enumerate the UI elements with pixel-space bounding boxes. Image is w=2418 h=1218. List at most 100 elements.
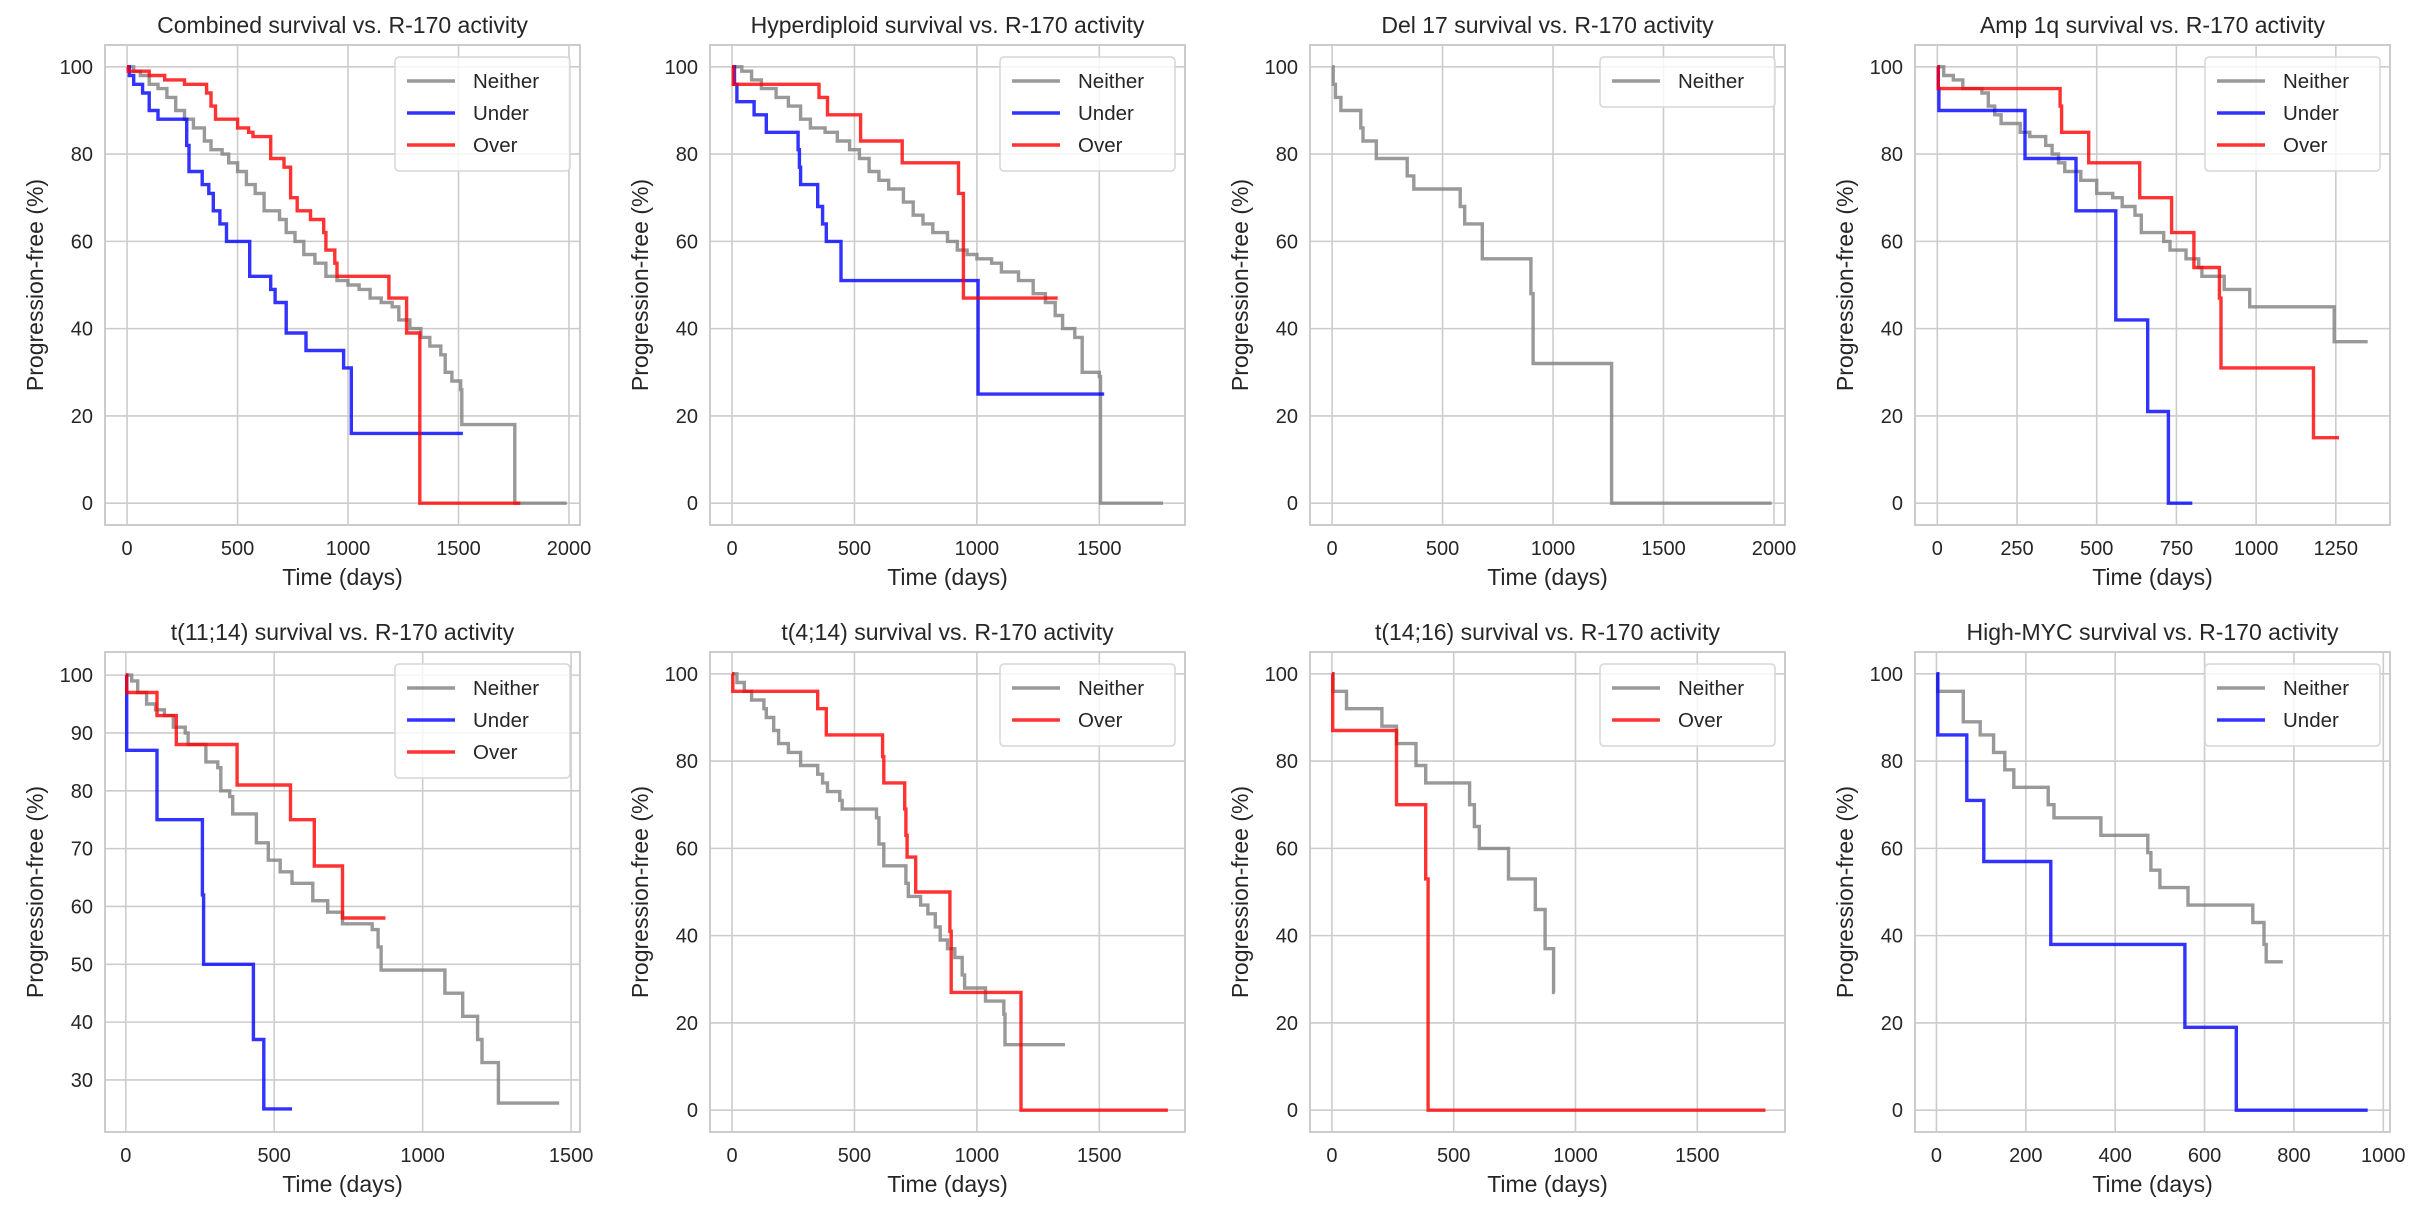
x-tick-label: 0 <box>122 538 133 560</box>
y-tick-label: 20 <box>1881 406 1903 428</box>
chart-panel-6: t(4;14) survival vs. R-170 activity 0 500 1… <box>627 619 1186 1197</box>
chart-legend: Neither Under <box>2204 663 2381 747</box>
y-tick-label: 40 <box>1276 926 1298 948</box>
axes-frame <box>1309 44 1786 526</box>
x-tick-label: 500 <box>1437 1145 1470 1167</box>
y-tick-label: 60 <box>1276 231 1298 253</box>
chart-panel-1: Combined survival vs. R-170 activity 0 500… <box>22 12 591 590</box>
y-tick-label: 40 <box>71 319 93 341</box>
y-tick-label: 50 <box>71 954 93 976</box>
x-tick-label: 1500 <box>1675 1145 1720 1167</box>
x-tick-label: 0 <box>1931 1145 1942 1167</box>
x-axis-label: Time (days) <box>887 1171 1008 1197</box>
y-tick-label: 20 <box>1276 406 1298 428</box>
x-tick-label: 2000 <box>1752 538 1797 560</box>
x-tick-label: 1500 <box>549 1145 594 1167</box>
x-tick-label: 0 <box>1326 1145 1337 1167</box>
y-tick-label: 20 <box>1881 1013 1903 1035</box>
legend-label: Neither <box>473 70 539 93</box>
axes-frame <box>104 44 581 526</box>
y-axis-label: Progression-free (%) <box>22 786 48 998</box>
x-tick-label: 1500 <box>1077 1145 1122 1167</box>
x-tick-label: 0 <box>726 1145 737 1167</box>
x-tick-label: 0 <box>726 538 737 560</box>
x-tick-label: 2000 <box>547 538 592 560</box>
legend-label: Under <box>2283 709 2339 732</box>
y-axis-label: Progression-free (%) <box>627 179 653 391</box>
x-tick-label: 500 <box>221 538 254 560</box>
legend-box <box>1599 56 1776 108</box>
y-tick-label: 100 <box>1870 664 1903 686</box>
axes-frame <box>1309 651 1786 1133</box>
chart-legend: Neither Under Over <box>394 56 571 172</box>
y-tick-label: 70 <box>71 839 93 861</box>
series-line-over <box>126 65 521 505</box>
y-axis-label: Progression-free (%) <box>1227 786 1253 998</box>
x-axis-label: Time (days) <box>1487 564 1608 590</box>
x-tick-label: 600 <box>2188 1145 2221 1167</box>
x-axis-label: Time (days) <box>2092 564 2213 590</box>
y-tick-label: 0 <box>1892 1100 1903 1122</box>
x-tick-label: 800 <box>2277 1145 2310 1167</box>
y-tick-label: 80 <box>1276 144 1298 166</box>
legend-label: Neither <box>2283 70 2349 93</box>
series-line-over <box>1331 672 1766 1112</box>
chart-legend: Neither Under Over <box>394 663 571 779</box>
chart-panel-5: t(11;14) survival vs. R-170 activity 0 500… <box>22 619 593 1197</box>
y-axis-label: Progression-free (%) <box>627 786 653 998</box>
series-line-over <box>731 65 1058 300</box>
legend-label: Under <box>2283 102 2339 125</box>
x-tick-label: 500 <box>838 538 871 560</box>
y-tick-label: 80 <box>676 751 698 773</box>
chart-title: Combined survival vs. R-170 activity <box>157 12 528 38</box>
chart-legend: Neither Over <box>1599 663 1776 747</box>
chart-legend: Neither Under Over <box>2204 56 2381 172</box>
x-axis-label: Time (days) <box>282 1171 403 1197</box>
legend-box <box>999 663 1176 747</box>
y-tick-label: 40 <box>676 926 698 948</box>
chart-panel-4: Amp 1q survival vs. R-170 activity 0 250 50… <box>1832 12 2391 590</box>
legend-label: Over <box>2283 134 2328 157</box>
x-tick-label: 1000 <box>326 538 371 560</box>
legend-box <box>2204 56 2381 172</box>
legend-label: Under <box>473 102 529 125</box>
series-line-neither <box>1331 672 1556 995</box>
x-tick-label: 1000 <box>2234 538 2279 560</box>
chart-legend: Neither <box>1599 56 1776 108</box>
y-axis-label: Progression-free (%) <box>1832 179 1858 391</box>
y-tick-label: 80 <box>1881 144 1903 166</box>
legend-label: Over <box>1678 709 1723 732</box>
x-axis-label: Time (days) <box>887 564 1008 590</box>
y-tick-label: 40 <box>676 319 698 341</box>
series-line-under <box>1936 65 2193 505</box>
y-tick-label: 60 <box>71 896 93 918</box>
y-tick-label: 80 <box>71 144 93 166</box>
series-line-over <box>125 673 386 920</box>
legend-box <box>2204 663 2381 747</box>
y-tick-label: 40 <box>71 1012 93 1034</box>
x-tick-label: 1000 <box>2361 1145 2406 1167</box>
series-line-under <box>1936 672 2368 1112</box>
x-axis-label: Time (days) <box>1487 1171 1608 1197</box>
chart-title: Hyperdiploid survival vs. R-170 activity <box>751 12 1145 38</box>
y-tick-label: 20 <box>71 406 93 428</box>
x-tick-label: 500 <box>838 1145 871 1167</box>
y-tick-label: 0 <box>1892 493 1903 515</box>
legend-label: Over <box>473 741 518 764</box>
x-tick-label: 0 <box>1327 538 1338 560</box>
chart-title: t(14;16) survival vs. R-170 activity <box>1375 619 1721 645</box>
series-line-neither <box>1936 672 2283 964</box>
chart-panel-3: Del 17 survival vs. R-170 activity 0 500 10… <box>1227 12 1796 590</box>
x-tick-label: 1500 <box>436 538 481 560</box>
chart-legend: Neither Over <box>999 663 1176 747</box>
y-tick-label: 60 <box>71 231 93 253</box>
x-tick-label: 1000 <box>1531 538 1576 560</box>
y-tick-label: 80 <box>1881 751 1903 773</box>
y-tick-label: 0 <box>687 1100 698 1122</box>
axes-frame <box>1914 651 2391 1133</box>
y-tick-label: 0 <box>82 493 93 515</box>
series-line-neither <box>127 65 567 505</box>
y-axis-label: Progression-free (%) <box>1832 786 1858 998</box>
y-tick-label: 100 <box>60 57 93 79</box>
